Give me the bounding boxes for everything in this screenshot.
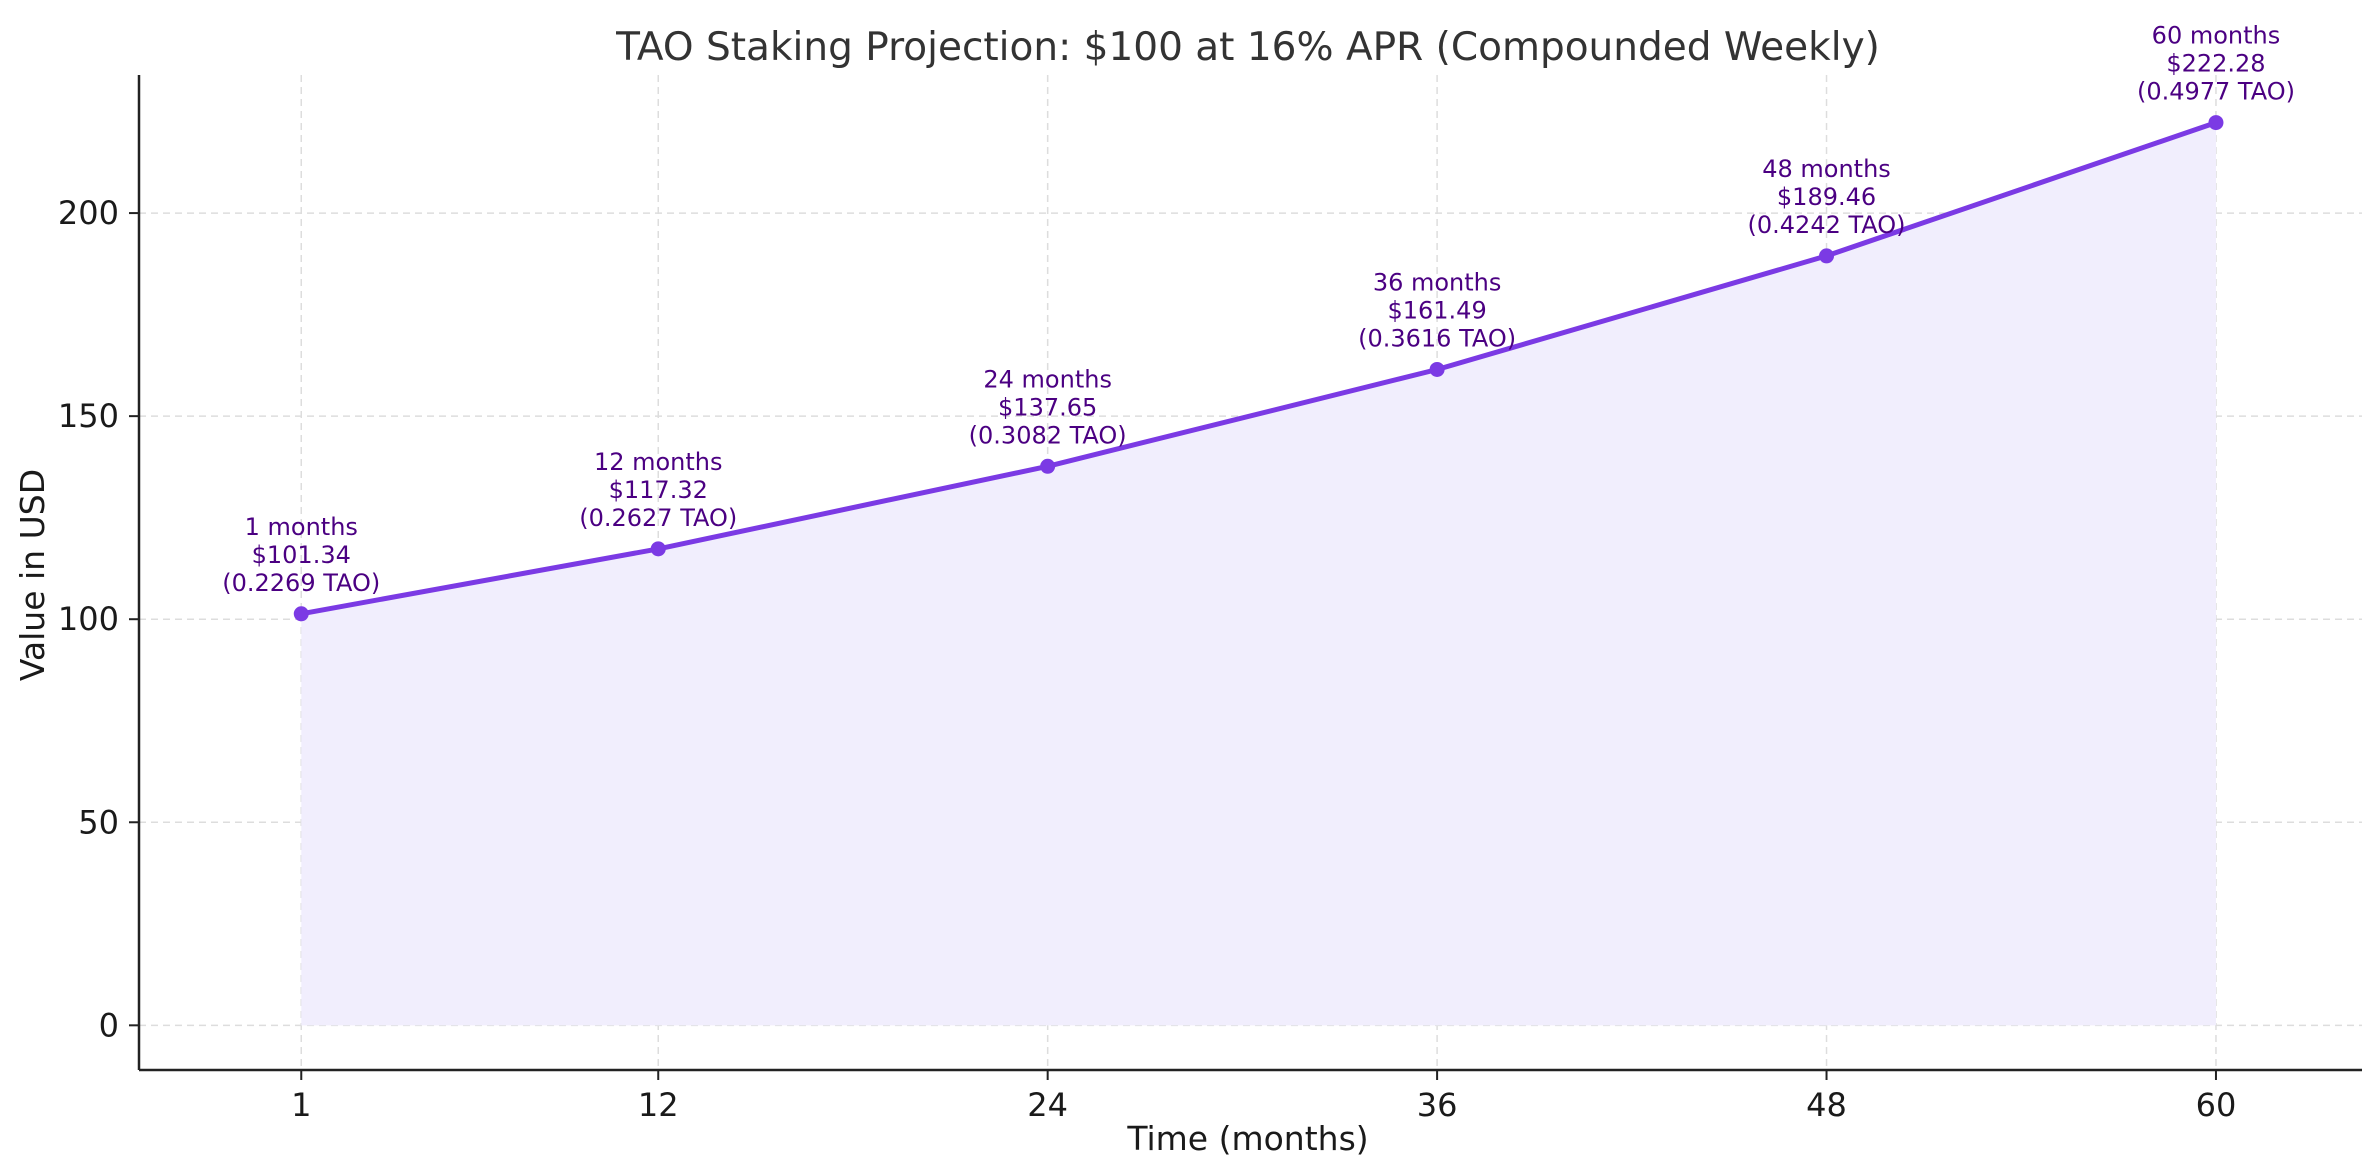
data-label-line: 24 months	[983, 365, 1112, 393]
y-tick-label: 150	[58, 397, 119, 435]
data-label-line: (0.2269 TAO)	[222, 569, 380, 597]
data-label-line: (0.4977 TAO)	[2137, 78, 2295, 106]
data-label: 1 months $101.34 (0.2269 TAO)	[222, 513, 380, 597]
data-label-line: (0.2627 TAO)	[579, 504, 737, 532]
y-axis-label: Value in USD	[13, 469, 52, 681]
y-tick-label: 100	[58, 600, 119, 638]
x-axis-label: Time (months)	[1126, 1119, 1368, 1158]
ticks: 1 12 24 36 48 60 0 50 100 150 200	[58, 194, 2236, 1124]
data-label-line: (0.4242 TAO)	[1748, 211, 1906, 239]
chart-title: TAO Staking Projection: $100 at 16% APR …	[615, 25, 1880, 70]
y-tick-label: 50	[78, 803, 119, 841]
data-label-line: $189.46	[1777, 183, 1876, 211]
data-label-line: (0.3082 TAO)	[969, 421, 1127, 449]
data-label: 48 months $189.46 (0.4242 TAO)	[1748, 155, 1906, 239]
data-label: 60 months $222.28 (0.4977 TAO)	[2137, 22, 2295, 106]
y-tick-label: 200	[58, 194, 119, 232]
data-label-line: 48 months	[1762, 155, 1891, 183]
data-label-line: $161.49	[1387, 296, 1486, 324]
data-point	[1040, 458, 1056, 474]
y-tick-label: 0	[99, 1006, 119, 1044]
data-label-line: $117.32	[609, 476, 708, 504]
x-tick-label: 12	[638, 1086, 679, 1124]
x-tick-label: 60	[2196, 1086, 2237, 1124]
axes	[137, 75, 2362, 1072]
data-label-line: $222.28	[2166, 50, 2265, 78]
x-tick-label: 48	[1806, 1086, 1847, 1124]
data-label-line: (0.3616 TAO)	[1358, 324, 1516, 352]
x-tick-label: 1	[291, 1086, 311, 1124]
x-tick-label: 24	[1027, 1086, 1068, 1124]
data-label-line: 60 months	[2152, 22, 2281, 50]
data-point	[650, 541, 666, 557]
data-label-line: $137.65	[998, 393, 1097, 421]
area-fill	[301, 122, 2216, 1026]
data-label-line: 36 months	[1373, 268, 1502, 296]
series-line	[300, 120, 2217, 617]
data-label-line: $101.34	[252, 541, 351, 569]
data-point	[1429, 361, 1445, 377]
data-label: 36 months $161.49 (0.3616 TAO)	[1358, 268, 1516, 352]
data-label: 24 months $137.65 (0.3082 TAO)	[969, 365, 1127, 449]
data-label: 12 months $117.32 (0.2627 TAO)	[579, 448, 737, 532]
data-point	[293, 606, 309, 622]
x-tick-label: 36	[1417, 1086, 1458, 1124]
data-point	[2208, 115, 2224, 131]
data-points	[293, 115, 2224, 622]
data-label-line: 1 months	[245, 513, 358, 541]
data-label-line: 12 months	[594, 448, 723, 476]
data-point	[1819, 248, 1835, 264]
data-labels: 1 months $101.34 (0.2269 TAO) 12 months $117…	[222, 22, 2295, 597]
